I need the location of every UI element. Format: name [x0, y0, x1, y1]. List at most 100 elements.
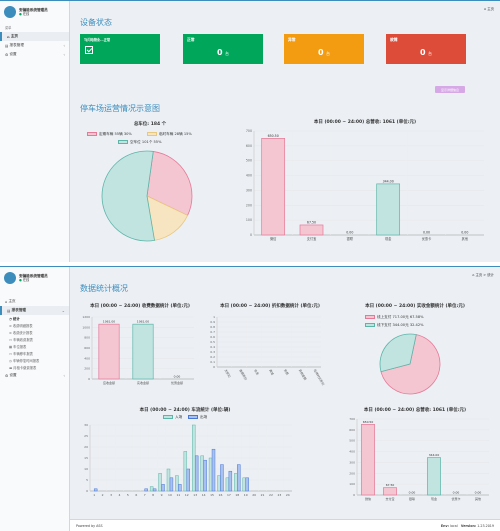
- bar: [361, 424, 375, 496]
- subnav-item-space[interactable]: ▦ 车位报表: [0, 343, 69, 350]
- legend-item[interactable]: 空车位 101个 55%: [118, 140, 162, 145]
- sidebar-item-settings[interactable]: ⚙ 设置 ‹: [0, 371, 69, 380]
- checkbox-icon: [85, 46, 93, 54]
- y-tick-label: 10: [84, 467, 88, 471]
- data-label: 650.50: [363, 420, 374, 424]
- legend-item[interactable]: 线上支付 717.00元 67.58%: [365, 315, 424, 320]
- home-icon: ⌂: [5, 299, 9, 304]
- subnav-item-charge-stats[interactable]: ≡ 收费统计报表: [0, 329, 69, 336]
- footer-version-value: 1.23.2019: [477, 523, 494, 528]
- legend-item[interactable]: 出场: [188, 415, 207, 420]
- charge-chart-title: 本日 (00:00 ~ 24:00) 收费数据统计 (单位:元): [90, 304, 190, 309]
- sidebar-item-reports[interactable]: ▤ 报表管理 ‹: [0, 41, 69, 50]
- x-tick-label: 银联: [409, 496, 415, 501]
- y-tick-label: 0: [88, 377, 90, 381]
- legend-item[interactable]: 临时车辆 28辆 15%: [147, 132, 192, 137]
- bar: [211, 448, 216, 492]
- bar: [175, 475, 179, 492]
- bar: [383, 487, 397, 496]
- status-box-normal[interactable]: 正常 0 台: [183, 34, 263, 64]
- sidebar-item-settings[interactable]: ⚙ 设置 ‹: [0, 50, 69, 59]
- x-tick-label: 银联: [347, 236, 354, 241]
- sidebar-item-home[interactable]: ⌂ 主页: [0, 297, 69, 306]
- status-box-abnormal[interactable]: 异常 0 台: [284, 34, 364, 64]
- user-panel: 安骗能系统管理员 ● 在线: [0, 1, 69, 23]
- status-box-value: 0 台: [386, 48, 466, 57]
- y-tick-label: 800: [84, 336, 90, 340]
- y-tick-label: 100: [246, 218, 252, 222]
- x-tick-label: 16: [219, 493, 223, 497]
- y-tick-label: 1000: [82, 325, 90, 329]
- legend-item[interactable]: 线下支付 344.00元 32.42%: [365, 323, 424, 328]
- sidebar-item-reports[interactable]: ▤ 报表管理 ⌄: [0, 306, 69, 315]
- bar: [98, 323, 120, 380]
- subnav-item-vehicle-charge[interactable]: ▭ 车辆收费报表: [0, 336, 69, 343]
- x-tick-label: 优惠卡: [451, 496, 460, 501]
- user-name: 安骗能系统管理员: [19, 273, 48, 278]
- y-tick-label: 400: [84, 356, 90, 360]
- bar: [225, 477, 230, 492]
- list-icon: ≡: [9, 323, 13, 328]
- status-box-online[interactable]: TJ闪电物业...正常: [80, 34, 160, 64]
- data-label: 344.00: [429, 453, 440, 457]
- status-box-value: 0 台: [183, 48, 263, 57]
- bar: [166, 468, 171, 492]
- chart-icon: ▤: [5, 43, 10, 48]
- x-tick-label: 4: [118, 493, 120, 497]
- x-tick-label: 2: [102, 493, 104, 497]
- x-tick-label: 其他金额: [298, 368, 308, 381]
- breadcrumb-home[interactable]: 主页: [475, 273, 483, 277]
- data-label: 0.00: [461, 231, 468, 235]
- breadcrumb-home[interactable]: 主页: [487, 7, 494, 11]
- y-tick-label: 0.3: [210, 350, 215, 354]
- y-tick-label: 400: [246, 174, 252, 178]
- status-box-fault[interactable]: 故障 0 台: [386, 34, 466, 64]
- subnav-label: 车辆移车报表: [13, 352, 33, 356]
- legend-item[interactable]: 入场: [163, 415, 182, 420]
- x-tick-label: 9: [161, 493, 163, 497]
- y-tick-label: 200: [246, 203, 252, 207]
- legend-swatch: [163, 415, 173, 419]
- page-title: 数据统计概况: [80, 284, 128, 293]
- data-label: 0.00: [475, 491, 482, 495]
- bar: [144, 488, 148, 492]
- subnav-item-parking-time[interactable]: ◷ 车辆停靠时间报表: [0, 357, 69, 364]
- user-panel: 安骗能系统管理员 ● 在线: [0, 267, 69, 289]
- y-tick-label: 25: [84, 434, 88, 438]
- legend-swatch: [147, 132, 157, 136]
- status-count: 0: [318, 48, 324, 57]
- sidebar-item-home[interactable]: ⌂ 主页: [0, 32, 69, 41]
- x-tick-label: 现金: [431, 496, 437, 501]
- y-tick-label: 400: [349, 450, 355, 454]
- x-tick-label: 3: [110, 493, 112, 497]
- statistics-screen: 安骗能系统管理员 ● 在线 ⌂ 主页 ▤ 报表管理 ⌄ ◔ 统计 ≡ 收费明细报表…: [0, 266, 500, 531]
- x-tick-label: 14: [202, 493, 206, 497]
- data-label: 0.00: [409, 491, 416, 495]
- show-details-button[interactable]: 显示详细信息: [435, 86, 465, 93]
- x-tick-label: 24: [286, 493, 290, 497]
- subnav-item-vehicle-move[interactable]: ▭ 车辆移车报表: [0, 350, 69, 357]
- sidebar-item-label: 主页: [8, 299, 16, 303]
- legend-item[interactable]: 定期车辆 55辆 30%: [87, 132, 132, 137]
- avatar: [4, 272, 16, 284]
- paid-pie-chart: [379, 333, 441, 395]
- page-title-operations: 停车场运营情况示意图: [80, 104, 160, 113]
- home-icon: ⌂: [483, 7, 488, 11]
- footer-version: Env: local Version: 1.23.2019: [441, 524, 494, 528]
- pie-total-value: 184 个: [150, 122, 167, 127]
- online-dot-icon: ●: [19, 12, 22, 17]
- x-tick-label: 19: [244, 493, 248, 497]
- y-tick-label: 700: [349, 417, 355, 421]
- clock-icon: ◷: [9, 358, 13, 363]
- subnav-item-statistics[interactable]: ◔ 统计: [0, 315, 69, 322]
- sidebar-item-label: 报表管理: [11, 308, 27, 312]
- subnav-item-charge-detail[interactable]: ≡ 收费明细报表: [0, 322, 69, 329]
- home-icon: ⌂: [472, 273, 476, 277]
- subnav-item-monthly-card[interactable]: ▬ 月租卡缴费报表: [0, 364, 69, 371]
- status-count: 0: [217, 48, 223, 57]
- user-status: ● 在线: [19, 12, 48, 16]
- subnav-label: 车辆停靠时间报表: [12, 359, 40, 363]
- y-tick-label: 100: [349, 482, 355, 486]
- data-label: 344.00: [383, 179, 394, 183]
- x-tick-label: 优惠卡: [422, 236, 432, 241]
